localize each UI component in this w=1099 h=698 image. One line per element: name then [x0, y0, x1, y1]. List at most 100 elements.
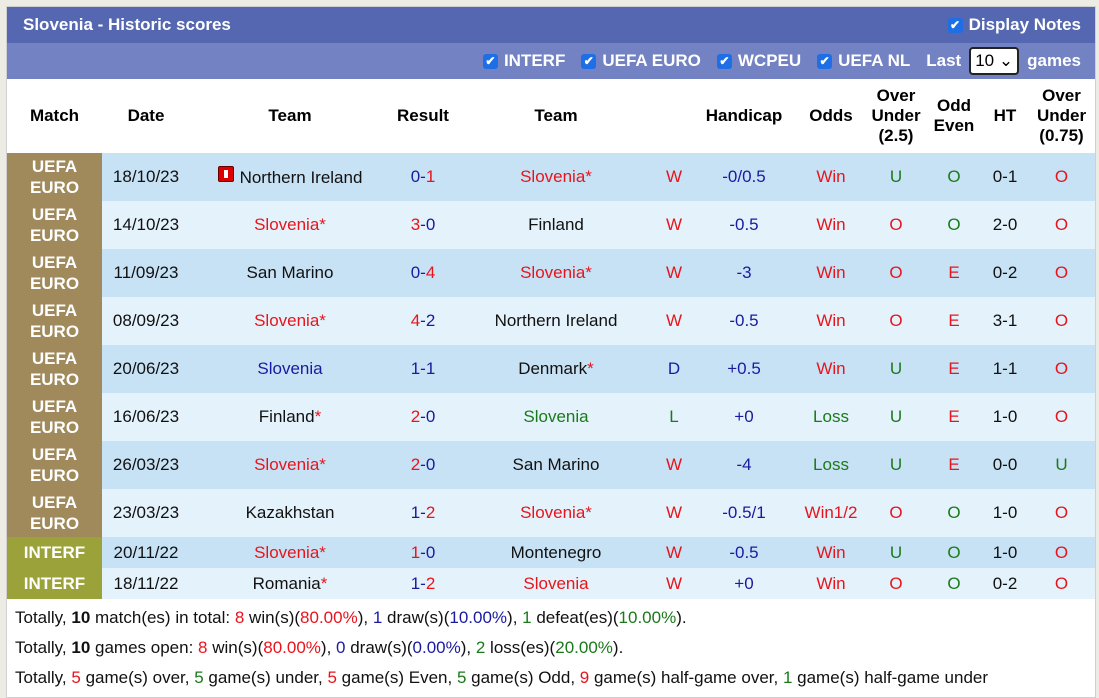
over-under-2-5: O — [866, 201, 926, 249]
result-score[interactable]: 0-4 — [390, 249, 456, 297]
competition-badge[interactable]: INTERF — [7, 568, 102, 599]
result-score[interactable]: 2-0 — [390, 393, 456, 441]
result-score[interactable]: 4-2 — [390, 297, 456, 345]
summary-text: 10 — [71, 638, 91, 657]
win-loss: W — [656, 249, 692, 297]
away-team[interactable]: San Marino — [456, 441, 656, 489]
competition-badge[interactable]: UEFA EURO — [7, 249, 102, 297]
filter-uefa-euro[interactable]: ✔ UEFA EURO — [581, 51, 701, 71]
handicap: -0.5 — [692, 537, 796, 568]
star-marker: * — [319, 455, 326, 474]
home-team[interactable]: Finland* — [190, 393, 390, 441]
half-time-score: 1-0 — [982, 393, 1028, 441]
score-separator: - — [420, 359, 426, 378]
historic-scores-panel: Slovenia - Historic scores ✔ Display Note… — [6, 6, 1096, 698]
competition-badge[interactable]: UEFA EURO — [7, 345, 102, 393]
home-team[interactable]: Slovenia* — [190, 201, 390, 249]
handicap: +0.5 — [692, 345, 796, 393]
checkbox-checked-icon[interactable]: ✔ — [817, 54, 833, 69]
column-header: Team — [190, 79, 390, 153]
checkbox-checked-icon[interactable]: ✔ — [947, 18, 963, 33]
summary-text: game(s) Odd, — [466, 668, 580, 687]
result-score[interactable]: 1-2 — [390, 489, 456, 537]
column-header — [656, 79, 692, 153]
over-under-0-75: O — [1028, 153, 1095, 201]
away-team[interactable]: Montenegro — [456, 537, 656, 568]
competition-badge[interactable]: UEFA EURO — [7, 201, 102, 249]
away-team[interactable]: Denmark* — [456, 345, 656, 393]
column-header: Result — [390, 79, 456, 153]
last-games-select[interactable]: 10 ⌄ — [969, 47, 1020, 75]
result-score[interactable]: 1-1 — [390, 345, 456, 393]
result-score[interactable]: 3-0 — [390, 201, 456, 249]
home-score: 1 — [410, 359, 421, 378]
away-score: 0 — [425, 407, 436, 426]
summary-text: ), — [507, 608, 523, 627]
competition-badge[interactable]: UEFA EURO — [7, 297, 102, 345]
filter-bar: ✔ INTERF ✔ UEFA EURO ✔ WCPEU ✔ UEFA NL Last … — [7, 43, 1095, 79]
filter-interf[interactable]: ✔ INTERF — [482, 51, 565, 71]
away-team[interactable]: Slovenia* — [456, 249, 656, 297]
odds-result: Win — [796, 201, 866, 249]
away-team[interactable]: Northern Ireland — [456, 297, 656, 345]
home-team[interactable]: Kazakhstan — [190, 489, 390, 537]
over-under-0-75: O — [1028, 489, 1095, 537]
home-team[interactable]: Slovenia* — [190, 537, 390, 568]
over-under-2-5: U — [866, 393, 926, 441]
summary-text: loss(es)( — [485, 638, 556, 657]
home-team[interactable]: San Marino — [190, 249, 390, 297]
summary-text: Totally, — [15, 668, 72, 687]
away-team[interactable]: Slovenia* — [456, 489, 656, 537]
away-score: 2 — [425, 573, 436, 593]
display-notes-toggle[interactable]: ✔ Display Notes — [947, 15, 1081, 35]
odd-even: O — [926, 537, 982, 568]
summary-text: 80.00% — [263, 638, 321, 657]
handicap: +0 — [692, 568, 796, 599]
away-team[interactable]: Slovenia — [456, 393, 656, 441]
competition-badge[interactable]: UEFA EURO — [7, 153, 102, 201]
away-team[interactable]: Slovenia* — [456, 153, 656, 201]
win-loss: W — [656, 537, 692, 568]
over-under-0-75: U — [1028, 441, 1095, 489]
away-team[interactable]: Slovenia — [456, 568, 656, 599]
win-loss: W — [656, 568, 692, 599]
result-score[interactable]: 1-0 — [390, 537, 456, 568]
home-team[interactable]: Slovenia* — [190, 297, 390, 345]
home-score: 2 — [410, 455, 421, 474]
checkbox-checked-icon[interactable]: ✔ — [581, 54, 597, 69]
away-team[interactable]: Finland — [456, 201, 656, 249]
summary-line: Totally, 10 match(es) in total: 8 win(s)… — [15, 603, 1087, 633]
summary-text: 0 — [336, 638, 346, 657]
half-time-score: 1-1 — [982, 345, 1028, 393]
summary-text: 5 — [194, 668, 204, 687]
result-score[interactable]: 2-0 — [390, 441, 456, 489]
over-under-0-75: O — [1028, 297, 1095, 345]
home-team[interactable]: Northern Ireland — [190, 153, 390, 201]
summary-text: game(s) half-game over, — [589, 668, 783, 687]
competition-badge[interactable]: UEFA EURO — [7, 441, 102, 489]
summary-text: 10.00% — [449, 608, 508, 627]
star-marker: * — [585, 503, 592, 522]
checkbox-checked-icon[interactable]: ✔ — [482, 54, 498, 69]
summary-text: draw(s)( — [382, 608, 450, 627]
select-value: 10 — [975, 51, 995, 70]
odds-result: Win — [796, 249, 866, 297]
competition-badge[interactable]: INTERF — [7, 537, 102, 568]
competition-badge[interactable]: UEFA EURO — [7, 489, 102, 537]
odds-result: Loss — [796, 441, 866, 489]
summary-text: game(s) over, — [80, 668, 195, 687]
summary-text: 80.00% — [300, 608, 358, 627]
checkbox-checked-icon[interactable]: ✔ — [716, 54, 732, 69]
result-score[interactable]: 1-2 — [390, 568, 456, 599]
filter-uefa-nl[interactable]: ✔ UEFA NL — [817, 51, 910, 71]
result-score[interactable]: 0-1 — [390, 153, 456, 201]
odd-even: O — [926, 489, 982, 537]
half-time-score: 2-0 — [982, 201, 1028, 249]
competition-badge[interactable]: UEFA EURO — [7, 393, 102, 441]
filter-wcpeu[interactable]: ✔ WCPEU — [716, 51, 801, 71]
win-loss: W — [656, 441, 692, 489]
home-team[interactable]: Slovenia* — [190, 441, 390, 489]
away-score: 0 — [425, 455, 436, 474]
home-team[interactable]: Romania* — [190, 568, 390, 599]
home-team[interactable]: Slovenia — [190, 345, 390, 393]
